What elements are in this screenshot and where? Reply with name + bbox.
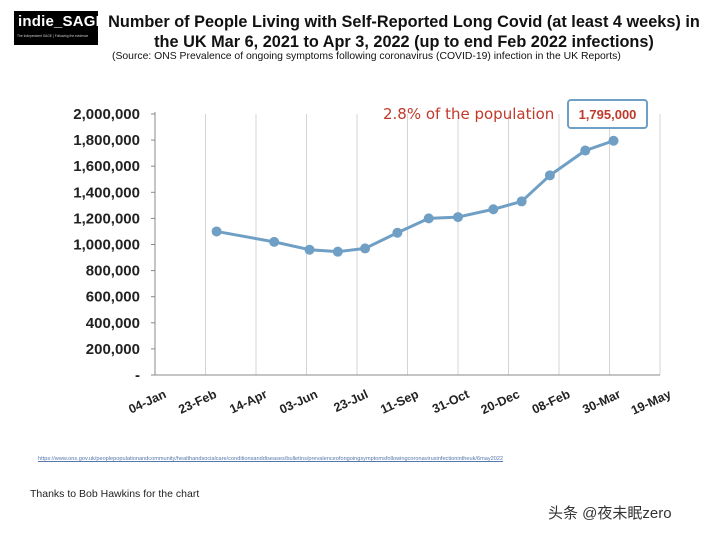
indie-sage-logo: indie_SAGE The Independent SAGE | Follow… xyxy=(14,11,106,45)
series-line xyxy=(216,139,615,254)
logo-tagline: The Independent SAGE | Following the evi… xyxy=(17,34,89,38)
data-point xyxy=(269,236,280,247)
x-tick-label: 03-Jun xyxy=(277,387,319,417)
y-tick-label: 200,000 xyxy=(86,341,140,358)
y-tick-label: 400,000 xyxy=(86,315,140,332)
x-tick-label: 14-Apr xyxy=(227,387,269,416)
data-point xyxy=(392,227,403,238)
data-point xyxy=(580,145,591,156)
line-chart: - 200,000 400,000 600,000 800,000 1,000,000 1,… xyxy=(73,99,673,418)
source-url[interactable]: https://www.ons.gov.uk/peoplepopulationa… xyxy=(38,456,504,462)
x-tick-label: 11-Sep xyxy=(378,387,421,417)
x-tick-label: 23-Feb xyxy=(176,387,219,417)
logo-text: indie_SAGE xyxy=(18,13,106,30)
y-tick-label: 1,200,000 xyxy=(73,210,140,227)
credit-text: Thanks to Bob Hawkins for the chart xyxy=(30,488,200,500)
population-annotation: 2.8% of the population xyxy=(383,105,554,123)
x-tick-label: 23-Jul xyxy=(332,387,371,415)
data-point xyxy=(304,244,315,255)
data-point xyxy=(544,170,555,181)
data-point xyxy=(608,135,619,146)
x-tick-label: 31-Oct xyxy=(430,387,472,416)
y-tick-label: - xyxy=(135,367,140,384)
x-tick-label: 08-Feb xyxy=(530,387,573,417)
axes xyxy=(151,112,660,376)
y-tick-labels: - 200,000 400,000 600,000 800,000 1,000,000 1,… xyxy=(73,106,140,384)
data-point xyxy=(332,246,343,257)
annotations: 2.8% of the population 1,795,000 xyxy=(383,99,648,129)
x-tick-labels: 04-Jan 23-Feb 14-Apr 03-Jun 23-Jul 11-Sep 31-O… xyxy=(126,387,673,418)
data-point xyxy=(488,204,499,215)
chart-title: Number of People Living with Self-Report… xyxy=(108,13,700,51)
watermark: 头条 @夜未眠zero xyxy=(548,505,672,522)
data-point xyxy=(423,213,434,224)
y-tick-label: 800,000 xyxy=(86,263,140,280)
x-tick-label: 20-Dec xyxy=(479,387,522,417)
y-tick-label: 1,600,000 xyxy=(73,158,140,175)
y-tick-label: 1,800,000 xyxy=(73,132,140,149)
callout-value: 1,795,000 xyxy=(579,107,637,122)
source-note: (Source: ONS Prevalence of ongoing sympt… xyxy=(112,51,621,62)
callout-box xyxy=(567,99,648,129)
y-tick-label: 2,000,000 xyxy=(73,106,140,123)
data-point xyxy=(453,212,463,223)
data-point xyxy=(211,226,222,237)
y-tick-label: 600,000 xyxy=(86,289,140,306)
x-tick-label: 30-Mar xyxy=(580,387,623,417)
x-tick-label: 04-Jan xyxy=(126,387,168,416)
grid-lines xyxy=(154,114,661,375)
y-tick-label: 1,400,000 xyxy=(73,184,140,201)
x-tick-label: 19-May xyxy=(629,387,673,418)
series-long-covid xyxy=(211,135,619,257)
data-point xyxy=(516,196,527,207)
data-point xyxy=(360,243,371,254)
y-tick-label: 1,000,000 xyxy=(73,237,140,254)
